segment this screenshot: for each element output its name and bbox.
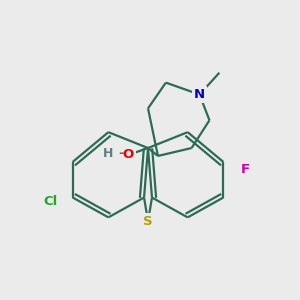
Text: Cl: Cl	[44, 195, 58, 208]
Text: N: N	[194, 88, 205, 101]
Text: H: H	[103, 147, 113, 160]
Text: -: -	[118, 147, 124, 160]
Text: F: F	[241, 163, 250, 176]
Text: O: O	[123, 148, 134, 161]
Text: S: S	[143, 215, 153, 228]
